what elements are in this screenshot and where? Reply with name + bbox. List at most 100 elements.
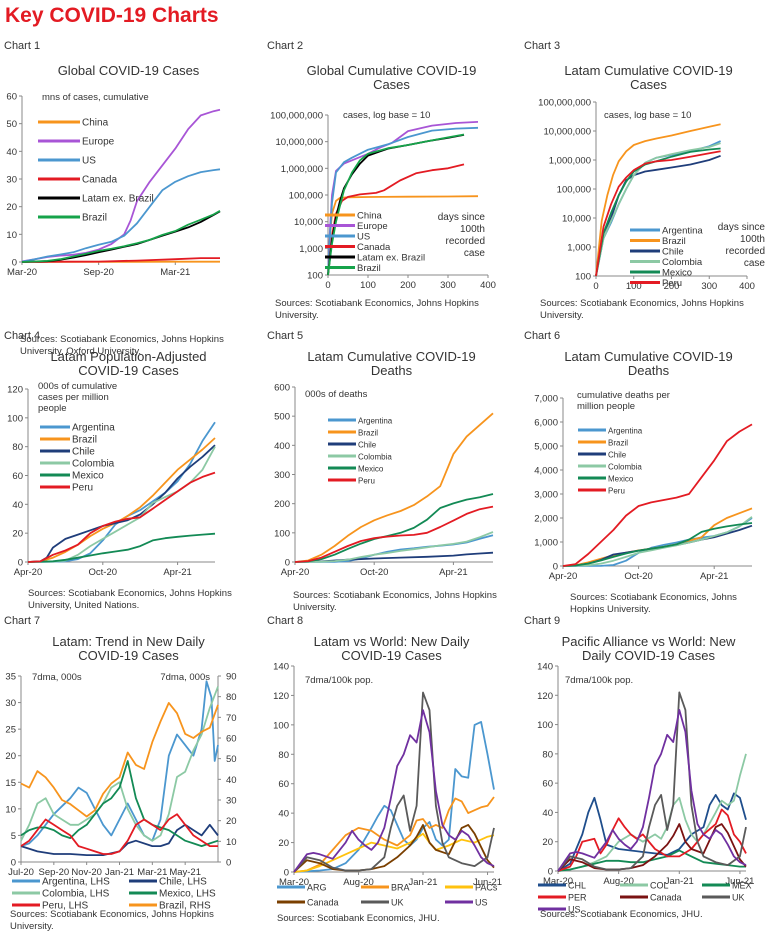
series-line-pacs [294,834,494,872]
sources-note: Sources: Scotiabank Economics, Johns Hop… [275,298,508,322]
x-tick-label: 300 [440,280,456,291]
legend-label: Argentina [358,417,393,426]
legend-label: UK [391,898,404,908]
legend-label: Peru [608,487,625,496]
y-right-tick-label: 60 [226,734,237,745]
x-tick-label: Apr-20 [14,567,43,578]
legend-label: Chile, LHS [159,877,207,888]
x-tick-label: Oct-20 [360,567,389,578]
unit-note-right: 7dma, 000s [160,672,210,683]
y-right-tick-label: 10 [226,837,237,848]
sources-note: Sources: Scotiabank Economics, Johns Hop… [293,590,508,614]
legend-label: Colombia [72,459,115,470]
y-tick-label: 140 [273,662,289,673]
legend-label: Chile [608,451,627,460]
legend-label: US [475,898,488,908]
y-tick-label: 40 [542,808,553,819]
y-tick-label: 120 [273,691,289,702]
y-tick-label: 40 [278,809,289,820]
x-tick-label: 200 [400,280,416,291]
y-tick-label: 35 [5,672,16,683]
x-tick-label: Oct-20 [624,571,653,582]
sources-note: Sources: Scotiabank Economics, Johns Hop… [28,588,245,612]
legend-label: Mexico, LHS [159,889,216,900]
legend-label: Argentina [72,423,115,434]
x-tick-label: Oct-20 [89,567,118,578]
series-line-mexico [563,523,752,566]
y-tick-label: 500 [274,412,290,423]
x-tick-label: 0 [325,280,330,291]
x-tick-label: 100 [360,280,376,291]
legend-label: Mexico [608,475,634,484]
y-tick-label: 20 [542,837,553,848]
legend-label: Canada [650,893,682,903]
legend-label: Mexico [72,471,104,482]
x-tick-label: 300 [701,281,717,292]
series-line-brazil [563,508,752,566]
chart-svg: 01,0002,0003,0004,0005,0006,0007,000Apr-… [520,330,771,620]
legend-label: PER [568,893,587,903]
x-tick-label: 0 [593,281,598,292]
unit-note: 7dma/100k pop. [565,675,633,686]
legend-label: BRA [391,883,410,893]
x-tick-label: 400 [480,280,496,291]
x-tick-label: 400 [739,281,755,292]
y-tick-label: 60 [278,779,289,790]
y-right-tick-label: 40 [226,775,237,786]
sources-note: Sources: Scotiabank Economics, JHU. [277,913,508,925]
y-tick-label: 100 [7,413,23,424]
y-tick-label: 100,000,000 [270,111,323,122]
series-line-brazil [28,438,215,562]
y-tick-label: 1,000 [534,538,558,549]
y-tick-label: 1,000 [567,243,591,254]
legend-label: CHL [568,881,586,891]
legend-label: Brazil [72,435,97,446]
legend-label: COL [650,881,669,891]
unit-note: cases, log base = 10 [343,110,430,121]
y-tick-label: 100 [537,720,553,731]
y-tick-label: 1,000,000 [549,156,591,167]
legend-label: Europe [82,137,115,148]
y-right-tick-label: 70 [226,713,237,724]
legend-label: Peru [72,483,93,494]
y-tick-label: 25 [5,725,16,736]
legend-label: Brazil [608,439,628,448]
y-right-tick-label: 90 [226,672,237,683]
legend-label: Latam ex. Brazil [82,194,154,205]
x-tick-label: Apr-21 [163,567,192,578]
y-tick-label: 20 [6,202,17,213]
y-tick-label: 140 [537,662,553,673]
y-tick-label: 100,000 [289,191,323,202]
legend-label: US [357,232,370,243]
x-tick-label: Jan-21 [665,876,694,887]
legend-label: Argentina [662,226,703,237]
series-line-argentina [563,518,752,566]
legend-label: Brazil [82,213,107,224]
y-tick-label: 60 [542,779,553,790]
y-tick-label: 10 [5,804,16,815]
y-tick-label: 20 [278,838,289,849]
legend-label: Colombia [608,463,642,472]
unit-note: mns of cases, cumulative [42,92,149,103]
y-tick-label: 100 [273,720,289,731]
legend-label: PACs [475,883,498,893]
y-tick-label: 80 [542,749,553,760]
page-title: Key COVID-19 Charts [5,4,219,28]
y-tick-label: 300 [274,470,290,481]
legend-label: Peru [358,477,375,486]
y-tick-label: 400 [274,441,290,452]
y-right-tick-label: 20 [226,816,237,827]
series-line-us [558,710,746,871]
legend-label: Brazil [357,263,381,274]
x-tick-label: Sep-20 [83,267,114,278]
y-tick-label: 120 [537,691,553,702]
y-tick-label: 1,000,000 [281,164,323,175]
